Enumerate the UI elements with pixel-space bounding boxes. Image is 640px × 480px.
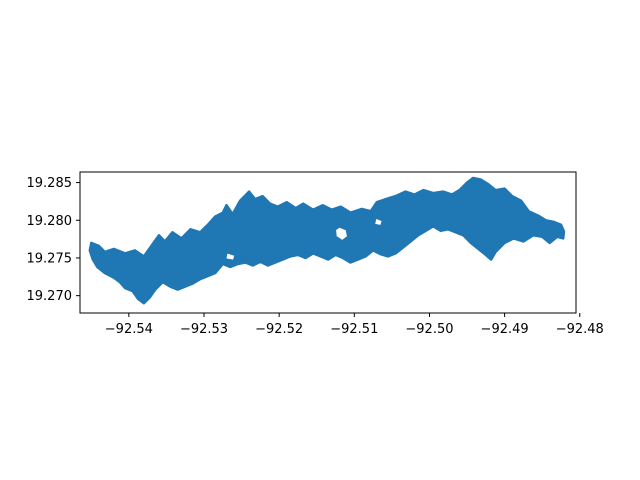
y-tick-label: 19.270 bbox=[27, 289, 73, 304]
axes-frame bbox=[79, 171, 577, 314]
x-tick-label: −92.53 bbox=[180, 322, 228, 337]
y-tick-label: 19.285 bbox=[27, 176, 73, 191]
x-tick-label: −92.49 bbox=[481, 322, 529, 337]
x-tick-label: −92.48 bbox=[556, 322, 604, 337]
region-polygon bbox=[88, 176, 566, 305]
x-tick-label: −92.52 bbox=[255, 322, 303, 337]
x-axis-ticks: −92.54 −92.53 −92.52 −92.51 −92.50 −92.49 −92.… bbox=[105, 313, 604, 337]
y-axis-ticks: 19.270 19.275 19.280 19.285 bbox=[27, 176, 80, 304]
x-tick-label: −92.51 bbox=[330, 322, 378, 337]
y-tick-label: 19.280 bbox=[27, 214, 73, 229]
y-tick-label: 19.275 bbox=[27, 251, 73, 266]
plot-axes: −92.54 −92.53 −92.52 −92.51 −92.50 −92.49 −92.… bbox=[27, 171, 604, 337]
x-tick-label: −92.54 bbox=[105, 322, 153, 337]
x-tick-label: −92.50 bbox=[405, 322, 453, 337]
